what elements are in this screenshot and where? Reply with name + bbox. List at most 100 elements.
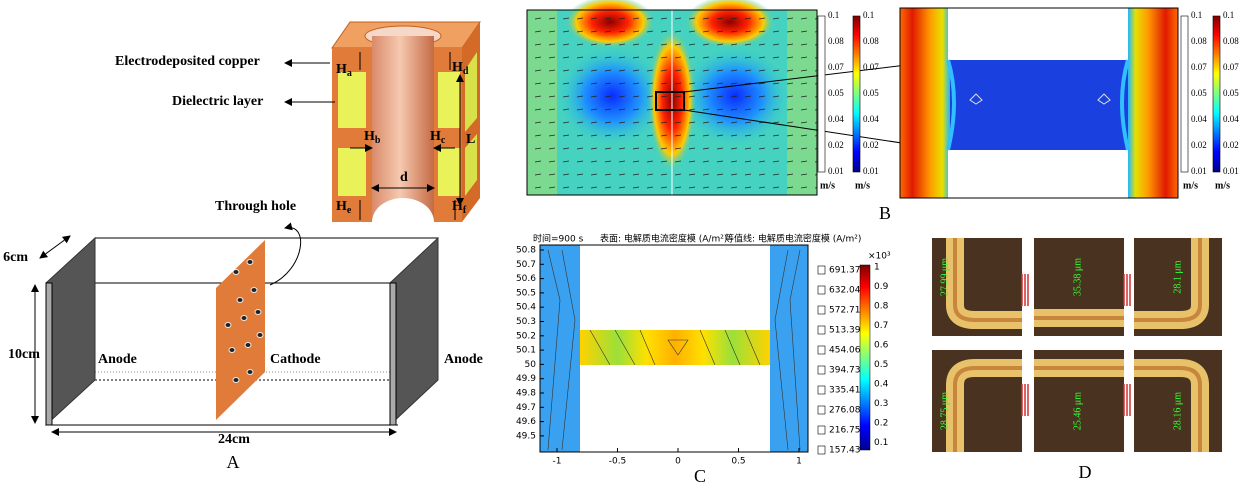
- colorbar-unit: m/s: [855, 180, 870, 191]
- colorbar-tick-label: 0.04: [1223, 114, 1239, 124]
- contour-swatch: [818, 446, 825, 454]
- colorbar-tick-label: 0.1: [1191, 10, 1202, 20]
- colorbar-tick-label: 0.08: [1223, 36, 1239, 46]
- panel-label: C: [694, 466, 706, 486]
- contour-level-label: 394.73: [829, 366, 861, 376]
- velocity-map-zoom: [900, 8, 1178, 198]
- colorbar-tick-label: 0.02: [828, 140, 844, 150]
- hole: [245, 343, 251, 348]
- colorbar-tick-label: 0.08: [828, 36, 844, 46]
- x-tick-label: -1: [553, 457, 562, 467]
- hole: [225, 323, 231, 328]
- colorbar-tick-label: 0.05: [863, 88, 879, 98]
- y-tick-label: 50.5: [516, 288, 536, 298]
- thickness-label: 25.46 μm: [1072, 392, 1083, 430]
- dimension-subscript: b: [375, 135, 381, 146]
- contour-swatch: [818, 326, 825, 334]
- contour-level-label: 632.04: [829, 286, 861, 296]
- colorbar-tick-label: 0.1: [1223, 10, 1234, 20]
- colorbar-tick-label: 0.05: [1191, 88, 1207, 98]
- hole: [255, 310, 261, 315]
- contour-level-label: 454.06: [829, 346, 861, 356]
- colorbar-tick-label: 0.07: [1223, 62, 1239, 72]
- colorbar-tick-label: 0.05: [828, 88, 844, 98]
- colorbar-tick-label: 0.05: [1223, 88, 1239, 98]
- dimension-label: 6cm: [3, 250, 28, 265]
- y-tick-label: 50.8: [516, 246, 536, 256]
- dimension-subscript: c: [441, 135, 446, 146]
- contour-level-label: 157.43: [829, 446, 861, 456]
- plot-title: 表面: 电解质电流密度模 (A/m²): [600, 233, 727, 245]
- colorbar-tick-label: 0.01: [1191, 166, 1207, 176]
- colorbar-tick-label: 0.08: [1191, 36, 1207, 46]
- dimension-symbol: H: [452, 199, 463, 214]
- contour-level-label: 513.39: [829, 326, 861, 336]
- colorbar-tick-label: 0.9: [874, 282, 889, 292]
- y-tick-label: 49.9: [516, 374, 536, 384]
- dimension-subscript: e: [347, 205, 352, 216]
- plot-title: 时间=900 s: [533, 233, 584, 245]
- colorbar-tick-label: 1: [874, 263, 880, 273]
- contour-level-label: 276.08: [829, 406, 861, 416]
- colorbar-tick-label: 0.7: [874, 321, 888, 331]
- dimension-label: d: [400, 170, 408, 185]
- colorbar-multiplier: ×10³: [868, 252, 891, 262]
- velocity-map: [527, 0, 948, 195]
- y-tick-label: 50.1: [516, 346, 536, 356]
- plot-title: 等值线: 电解质电流密度模 (A/m²): [725, 233, 861, 245]
- colorbar-tick-label: 0.08: [863, 36, 879, 46]
- dimension-label: 10cm: [8, 347, 40, 362]
- colorbar: [818, 16, 825, 172]
- dimension-label: 24cm: [218, 432, 250, 447]
- colorbar-tick-label: 0.5: [874, 360, 888, 370]
- x-tick-label: 0.5: [731, 457, 745, 467]
- colorbar-tick-label: 0.07: [1191, 62, 1207, 72]
- y-tick-label: 49.8: [516, 389, 536, 399]
- dimension-label: L: [466, 132, 475, 147]
- dimension-symbol: H: [336, 199, 347, 214]
- colorbar-tick-label: 0.07: [828, 62, 844, 72]
- contour-level-label: 216.75: [829, 426, 861, 436]
- y-tick-label: 50.3: [516, 317, 536, 327]
- y-tick-label: 50.6: [516, 274, 536, 284]
- pcb-block: [270, 22, 480, 285]
- colorbar-tick-label: 0.3: [874, 399, 888, 409]
- y-tick-label: 50.4: [516, 303, 536, 313]
- y-tick-label: 49.7: [516, 403, 536, 413]
- contour-level-label: 572.71: [829, 306, 861, 316]
- panel-label: B: [879, 203, 891, 223]
- dimension-subscript: d: [463, 66, 469, 77]
- dimension-symbol: H: [452, 60, 463, 75]
- colorbar-tick-label: 0.1: [828, 10, 839, 20]
- colorbar-tick-label: 0.1: [863, 10, 874, 20]
- colorbar-unit: m/s: [1183, 180, 1198, 191]
- thickness-label: 28.75 μm: [939, 392, 950, 430]
- colorbar: [1213, 16, 1220, 172]
- annotation: Electrodeposited copper: [115, 54, 260, 69]
- x-tick-label: 0: [675, 457, 681, 467]
- tank: [35, 236, 438, 432]
- colorbar-tick-label: 0.6: [874, 341, 889, 351]
- dimension-symbol: H: [430, 129, 441, 144]
- hole: [233, 378, 239, 383]
- y-tick-label: 49.6: [516, 417, 536, 427]
- electrode-label: Anode: [444, 352, 483, 367]
- x-tick-label: 1: [796, 457, 802, 467]
- figure: Electrodeposited copper Dielectric layer…: [0, 0, 1239, 487]
- contour-swatch: [818, 366, 825, 374]
- x-tick-label: -0.5: [609, 457, 627, 467]
- colorbar: [1181, 16, 1188, 172]
- contour-swatch: [818, 306, 825, 314]
- dimension-subscript: a: [347, 68, 352, 79]
- colorbar-tick-label: 0.8: [874, 302, 889, 312]
- colorbar-tick-label: 0.01: [828, 166, 844, 176]
- y-tick-label: 50: [525, 360, 537, 370]
- colorbar-tick-label: 0.02: [1191, 140, 1207, 150]
- panel-label: D: [1079, 462, 1092, 482]
- electrode-label: Cathode: [270, 352, 321, 367]
- thickness-label: 27.99 μm: [939, 258, 950, 296]
- contour-level-label: 335.41: [829, 386, 861, 396]
- hole: [233, 270, 239, 275]
- contour-swatch: [818, 346, 825, 354]
